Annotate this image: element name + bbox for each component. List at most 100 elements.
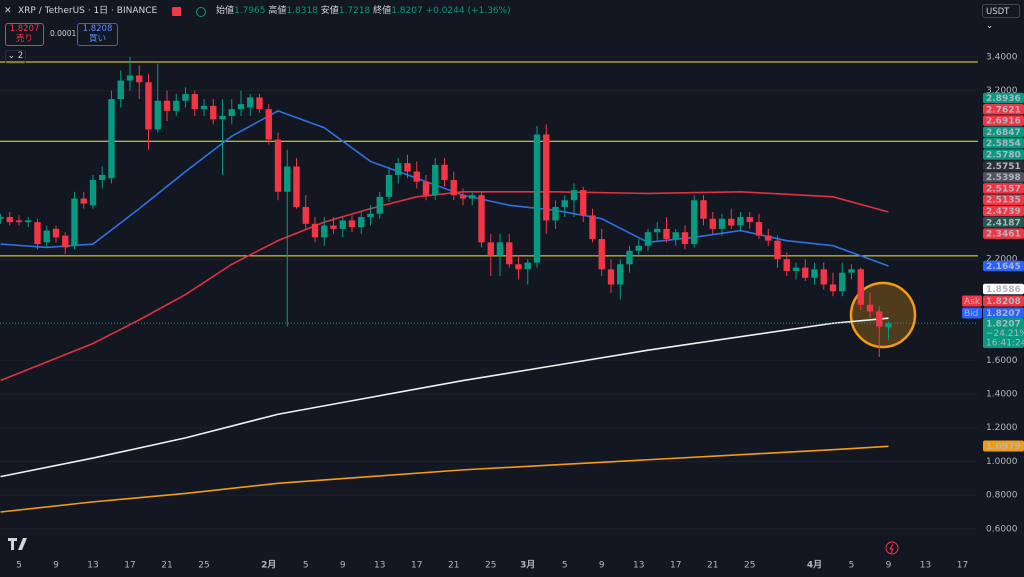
price-tag: [983, 92, 1024, 104]
ask-price: 1.8208: [986, 297, 1021, 307]
candle-body: [450, 179, 457, 196]
ma-line: [0, 445, 889, 513]
candle-body: [136, 75, 143, 83]
last-tag: [983, 318, 1024, 348]
sell-price: 1.8207: [9, 24, 40, 34]
candle-body: [311, 223, 319, 238]
price-tag: [983, 205, 1024, 217]
price-tag: [983, 283, 1024, 295]
logo: [8, 538, 27, 550]
candle-body: [459, 195, 467, 199]
last-price: 1.8207: [986, 320, 1021, 330]
candle-body: [718, 218, 726, 229]
candle-body: [154, 100, 161, 130]
y-tick-label: 2.2000: [986, 255, 1018, 265]
x-tick-label: 21: [707, 561, 718, 571]
price-tag: [983, 217, 1024, 228]
x-tick-label: 3月: [520, 560, 535, 571]
x-tick-label: 9: [886, 561, 892, 571]
candle-body: [755, 222, 763, 236]
candle-body: [663, 228, 670, 239]
x-tick-label: 13: [87, 561, 98, 571]
price-tag: [983, 228, 1024, 239]
price-tag-label: 2.5751: [986, 162, 1021, 172]
candle-body: [617, 264, 624, 285]
candle-body: [237, 104, 245, 110]
candle-body: [691, 200, 698, 245]
x-tick-label: 5: [849, 561, 855, 571]
flag[interactable]: [172, 7, 181, 16]
alert-icon[interactable]: [885, 541, 899, 555]
price-tag: [983, 115, 1024, 126]
candle-body: [348, 220, 356, 228]
candle-body: [182, 94, 189, 101]
candle-body: [43, 230, 50, 243]
sell-button[interactable]: 1.8207 売り: [5, 23, 44, 46]
candle-body: [321, 225, 328, 238]
candle-body: [71, 198, 78, 246]
orange-ma-tag: [983, 440, 1024, 452]
candle-body: [413, 171, 420, 182]
candle-body: [478, 195, 485, 243]
candle-body: [709, 218, 716, 229]
currency-select[interactable]: USDT ⌄: [982, 4, 1020, 31]
x-tick-label: 17: [124, 561, 135, 571]
buy-button[interactable]: 1.8208 買い: [77, 23, 118, 46]
label: 始値: [216, 6, 235, 16]
buy-price: 1.8208: [82, 24, 113, 34]
ohlc: 始値1.7965 高値1.8318 安値1.7218 終値1.8207 +0.0…: [216, 5, 511, 17]
candle-body: [6, 217, 13, 223]
candle-body: [99, 174, 106, 180]
candle-body: [117, 80, 124, 100]
price-tag-label: 2.6916: [986, 117, 1021, 127]
candle-body: [829, 284, 837, 292]
candle-body: [524, 262, 531, 270]
bid-price-tag: [983, 307, 1024, 319]
candle-body: [15, 220, 23, 223]
price-tag-label: 2.5854: [986, 139, 1021, 149]
sell-label: 売り: [15, 34, 33, 44]
candle-body: [25, 220, 32, 223]
candle-body: [256, 97, 263, 110]
candle-body: [654, 228, 661, 233]
y-tick-label: 1.4000: [986, 390, 1018, 400]
candle-body: [108, 99, 115, 179]
indicator-toggle[interactable]: ⌄ 2: [5, 50, 26, 64]
candle-body: [404, 163, 411, 172]
candle-body: [247, 97, 254, 108]
candle-body: [839, 272, 846, 292]
candle-body: [783, 259, 790, 272]
candle-body: [385, 174, 393, 197]
candle-body: [395, 163, 402, 175]
price-tag-label: 2.5780: [986, 151, 1021, 161]
ask-price-tag: [983, 295, 1024, 307]
candle-body: [200, 105, 208, 110]
price-tag-label: 2.5157: [986, 184, 1021, 194]
candle-body: [811, 269, 818, 278]
candle-body: [533, 134, 541, 263]
candle-body: [367, 213, 374, 218]
candle-body: [681, 232, 689, 245]
candle-body: [506, 242, 513, 265]
bid-price: 1.8207: [986, 309, 1021, 319]
status-dot: [196, 7, 206, 17]
candle-body: [469, 195, 476, 199]
ask-label: Ask: [964, 297, 981, 307]
candle-body: [163, 100, 171, 111]
candle-body: [728, 218, 735, 226]
candle-body: [80, 198, 87, 204]
buy-label: 買い: [88, 34, 106, 44]
price-tag-label: 2.3461: [986, 230, 1021, 240]
y-tick-label: 1.0000: [986, 457, 1018, 467]
value: 1.8207: [391, 6, 423, 16]
x-tick-label: 25: [485, 561, 496, 571]
y-tick-label: 1.6000: [986, 356, 1018, 366]
x-tick-label: 9: [340, 561, 346, 571]
candle-body: [52, 228, 60, 238]
price-tag: [983, 171, 1024, 183]
candle-body: [820, 269, 827, 285]
x-tick-label: 5: [303, 561, 309, 571]
symbol[interactable]: XRP / TetherUS · 1日 · BINANCE: [18, 6, 158, 16]
candle-body: [126, 75, 134, 81]
price-tag: [983, 137, 1024, 149]
